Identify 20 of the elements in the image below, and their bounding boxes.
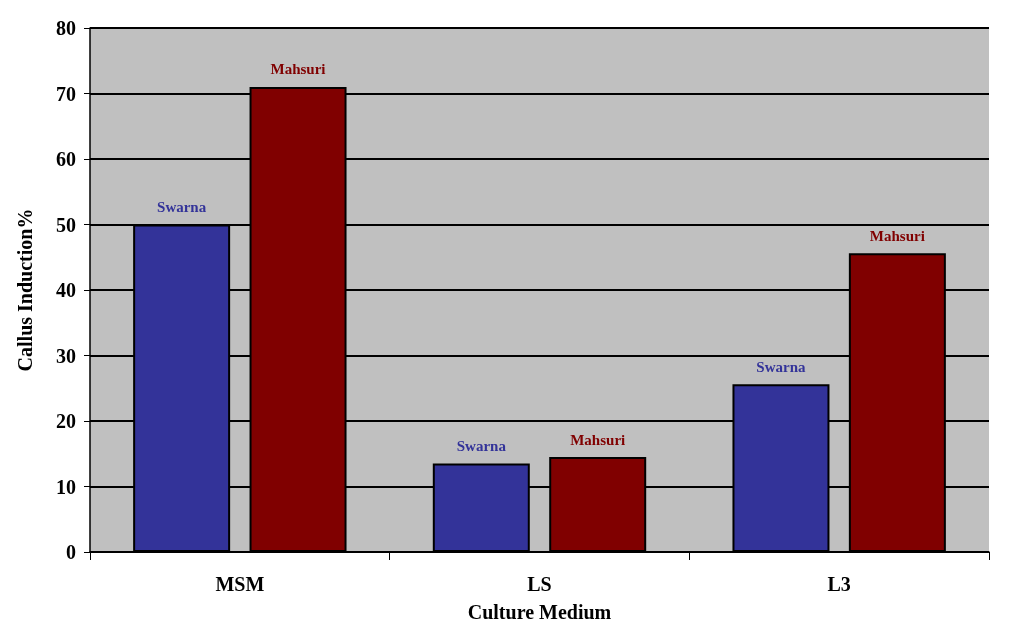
x-tick-label: MSM [215,573,265,595]
x-tick-label: LS [527,573,552,595]
y-tick-label: 50 [56,213,76,236]
x-axis-title: Culture Medium [467,601,612,623]
text: Mahsuri [570,431,626,448]
y-tick-label: 40 [56,279,76,301]
series-label: Swarna [157,199,207,215]
text: Swarna [456,438,506,455]
y-tick-label: 80 [56,17,76,39]
text: Swarna [756,358,806,375]
y-axis-title: Callus Induction% [14,208,36,372]
y-tick-label: 0 [66,541,76,563]
y-tick-label: 60 [56,148,76,170]
series-label: Mahsuri [270,61,326,78]
y-tick-label: 20 [56,410,76,432]
text: Mahsuri [869,227,925,244]
y-tick-label: 30 [56,344,76,367]
y-tick-label: 70 [56,82,76,105]
y-tick-label: 10 [56,475,76,498]
x-tick-label: L3 [827,573,851,595]
